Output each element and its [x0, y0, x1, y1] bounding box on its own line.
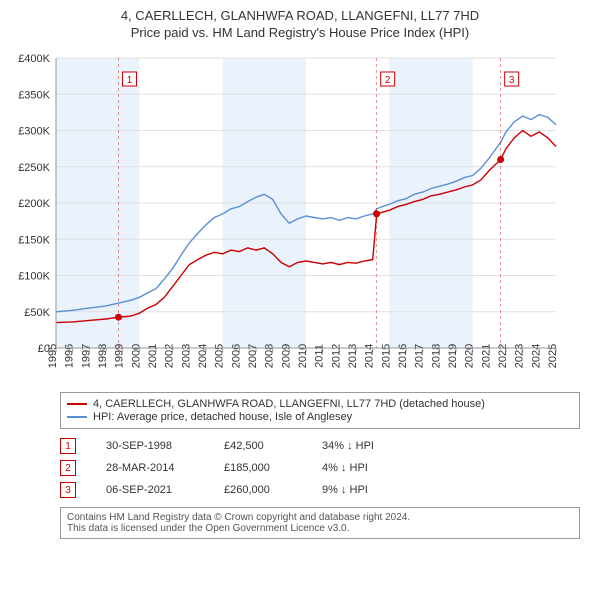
svg-text:2007: 2007 [247, 344, 259, 368]
sale-row: 1 30-SEP-1998 £42,500 34% ↓ HPI [60, 435, 580, 457]
sale-hpi-diff: 9% ↓ HPI [322, 484, 402, 496]
svg-text:2021: 2021 [480, 344, 492, 368]
svg-text:2000: 2000 [130, 344, 142, 368]
svg-text:£400K: £400K [18, 53, 50, 65]
title-address: 4, CAERLLECH, GLANHWFA ROAD, LLANGEFNI, … [8, 8, 592, 23]
sale-date: 30-SEP-1998 [106, 440, 206, 452]
svg-text:1: 1 [127, 75, 133, 86]
legend: 4, CAERLLECH, GLANHWFA ROAD, LLANGEFNI, … [60, 392, 580, 429]
svg-text:2012: 2012 [330, 344, 342, 368]
svg-text:2025: 2025 [547, 344, 559, 368]
svg-text:2005: 2005 [214, 344, 226, 368]
chart-title: 4, CAERLLECH, GLANHWFA ROAD, LLANGEFNI, … [0, 0, 600, 44]
sale-marker-number: 3 [60, 482, 76, 498]
title-subtitle: Price paid vs. HM Land Registry's House … [8, 25, 592, 40]
svg-text:2009: 2009 [280, 344, 292, 368]
legend-item: HPI: Average price, detached house, Isle… [67, 411, 573, 423]
svg-text:1998: 1998 [97, 344, 109, 368]
legend-swatch [67, 403, 87, 405]
svg-text:2022: 2022 [497, 344, 509, 368]
footer-line1: Contains HM Land Registry data © Crown c… [67, 512, 573, 523]
svg-text:2023: 2023 [514, 344, 526, 368]
svg-text:2008: 2008 [264, 344, 276, 368]
svg-text:1999: 1999 [114, 344, 126, 368]
svg-text:£350K: £350K [18, 89, 50, 101]
sale-price: £260,000 [224, 484, 304, 496]
sale-hpi-diff: 4% ↓ HPI [322, 462, 402, 474]
sale-row: 2 28-MAR-2014 £185,000 4% ↓ HPI [60, 457, 580, 479]
footer-attribution: Contains HM Land Registry data © Crown c… [60, 507, 580, 539]
svg-text:3: 3 [509, 75, 515, 86]
svg-text:1997: 1997 [80, 344, 92, 368]
svg-text:2014: 2014 [364, 344, 376, 368]
sale-marker-number: 2 [60, 460, 76, 476]
svg-text:2017: 2017 [414, 344, 426, 368]
line-chart: £0£50K£100K£150K£200K£250K£300K£350K£400… [0, 48, 560, 388]
svg-text:2018: 2018 [430, 344, 442, 368]
svg-text:2024: 2024 [530, 344, 542, 368]
legend-label: 4, CAERLLECH, GLANHWFA ROAD, LLANGEFNI, … [93, 398, 485, 410]
sale-hpi-diff: 34% ↓ HPI [322, 440, 402, 452]
sale-price: £185,000 [224, 462, 304, 474]
svg-text:2020: 2020 [464, 344, 476, 368]
svg-text:£200K: £200K [18, 198, 50, 210]
sale-date: 28-MAR-2014 [106, 462, 206, 474]
svg-text:£150K: £150K [18, 234, 50, 246]
chart-area: £0£50K£100K£150K£200K£250K£300K£350K£400… [0, 48, 600, 388]
legend-swatch [67, 416, 87, 418]
svg-text:2010: 2010 [297, 344, 309, 368]
svg-text:1995: 1995 [47, 344, 59, 368]
svg-text:2003: 2003 [180, 344, 192, 368]
svg-text:2013: 2013 [347, 344, 359, 368]
svg-text:2006: 2006 [230, 344, 242, 368]
svg-text:£250K: £250K [18, 162, 50, 174]
legend-item: 4, CAERLLECH, GLANHWFA ROAD, LLANGEFNI, … [67, 398, 573, 410]
svg-text:2019: 2019 [447, 344, 459, 368]
svg-text:1996: 1996 [64, 344, 76, 368]
svg-text:2002: 2002 [164, 344, 176, 368]
legend-label: HPI: Average price, detached house, Isle… [93, 411, 352, 423]
svg-text:2015: 2015 [380, 344, 392, 368]
svg-text:£100K: £100K [18, 271, 50, 283]
sale-date: 06-SEP-2021 [106, 484, 206, 496]
footer-line2: This data is licensed under the Open Gov… [67, 523, 573, 534]
svg-text:£300K: £300K [18, 126, 50, 138]
sales-table: 130-SEP-1998£42,50034% ↓ HPI228-MAR-2014… [60, 435, 580, 501]
sale-marker-number: 1 [60, 438, 76, 454]
svg-text:2001: 2001 [147, 344, 159, 368]
sale-row: 3 06-SEP-2021 £260,000 9% ↓ HPI [60, 479, 580, 501]
svg-text:£50K: £50K [24, 307, 50, 319]
svg-text:2: 2 [385, 75, 391, 86]
svg-text:2016: 2016 [397, 344, 409, 368]
sale-price: £42,500 [224, 440, 304, 452]
svg-text:2004: 2004 [197, 344, 209, 368]
